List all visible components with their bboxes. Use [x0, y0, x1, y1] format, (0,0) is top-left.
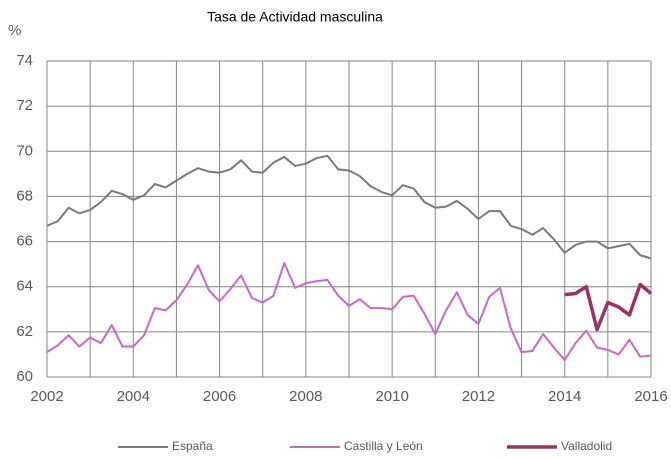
x-tick-label: 2006	[203, 388, 236, 405]
y-tick-label: 64	[16, 278, 33, 295]
x-tick-label: 2004	[117, 388, 150, 405]
y-tick-label: 72	[16, 97, 33, 114]
x-tick-label: 2016	[634, 388, 667, 405]
y-tick-label: 74	[16, 52, 33, 69]
legend-label: España	[172, 439, 213, 453]
legend-label: Valladolid	[561, 439, 612, 453]
chart-title: Tasa de Actividad masculina	[207, 9, 383, 25]
series-line	[564, 282, 653, 332]
y-axis-label: %	[8, 22, 21, 39]
y-tick-label: 70	[16, 142, 33, 159]
x-tick-label: 2002	[30, 388, 63, 405]
y-tick-label: 60	[16, 368, 33, 385]
series-line	[46, 154, 652, 260]
x-tick-label: 2014	[548, 388, 581, 405]
x-tick-label: 2008	[289, 388, 322, 405]
y-tick-label: 66	[16, 233, 33, 250]
series-line	[46, 262, 652, 362]
x-tick-label: 2010	[375, 388, 408, 405]
legend-label: Castilla y León	[344, 439, 423, 453]
y-tick-label: 68	[16, 187, 33, 204]
x-tick-label: 2012	[462, 388, 495, 405]
y-tick-label: 62	[16, 323, 33, 340]
